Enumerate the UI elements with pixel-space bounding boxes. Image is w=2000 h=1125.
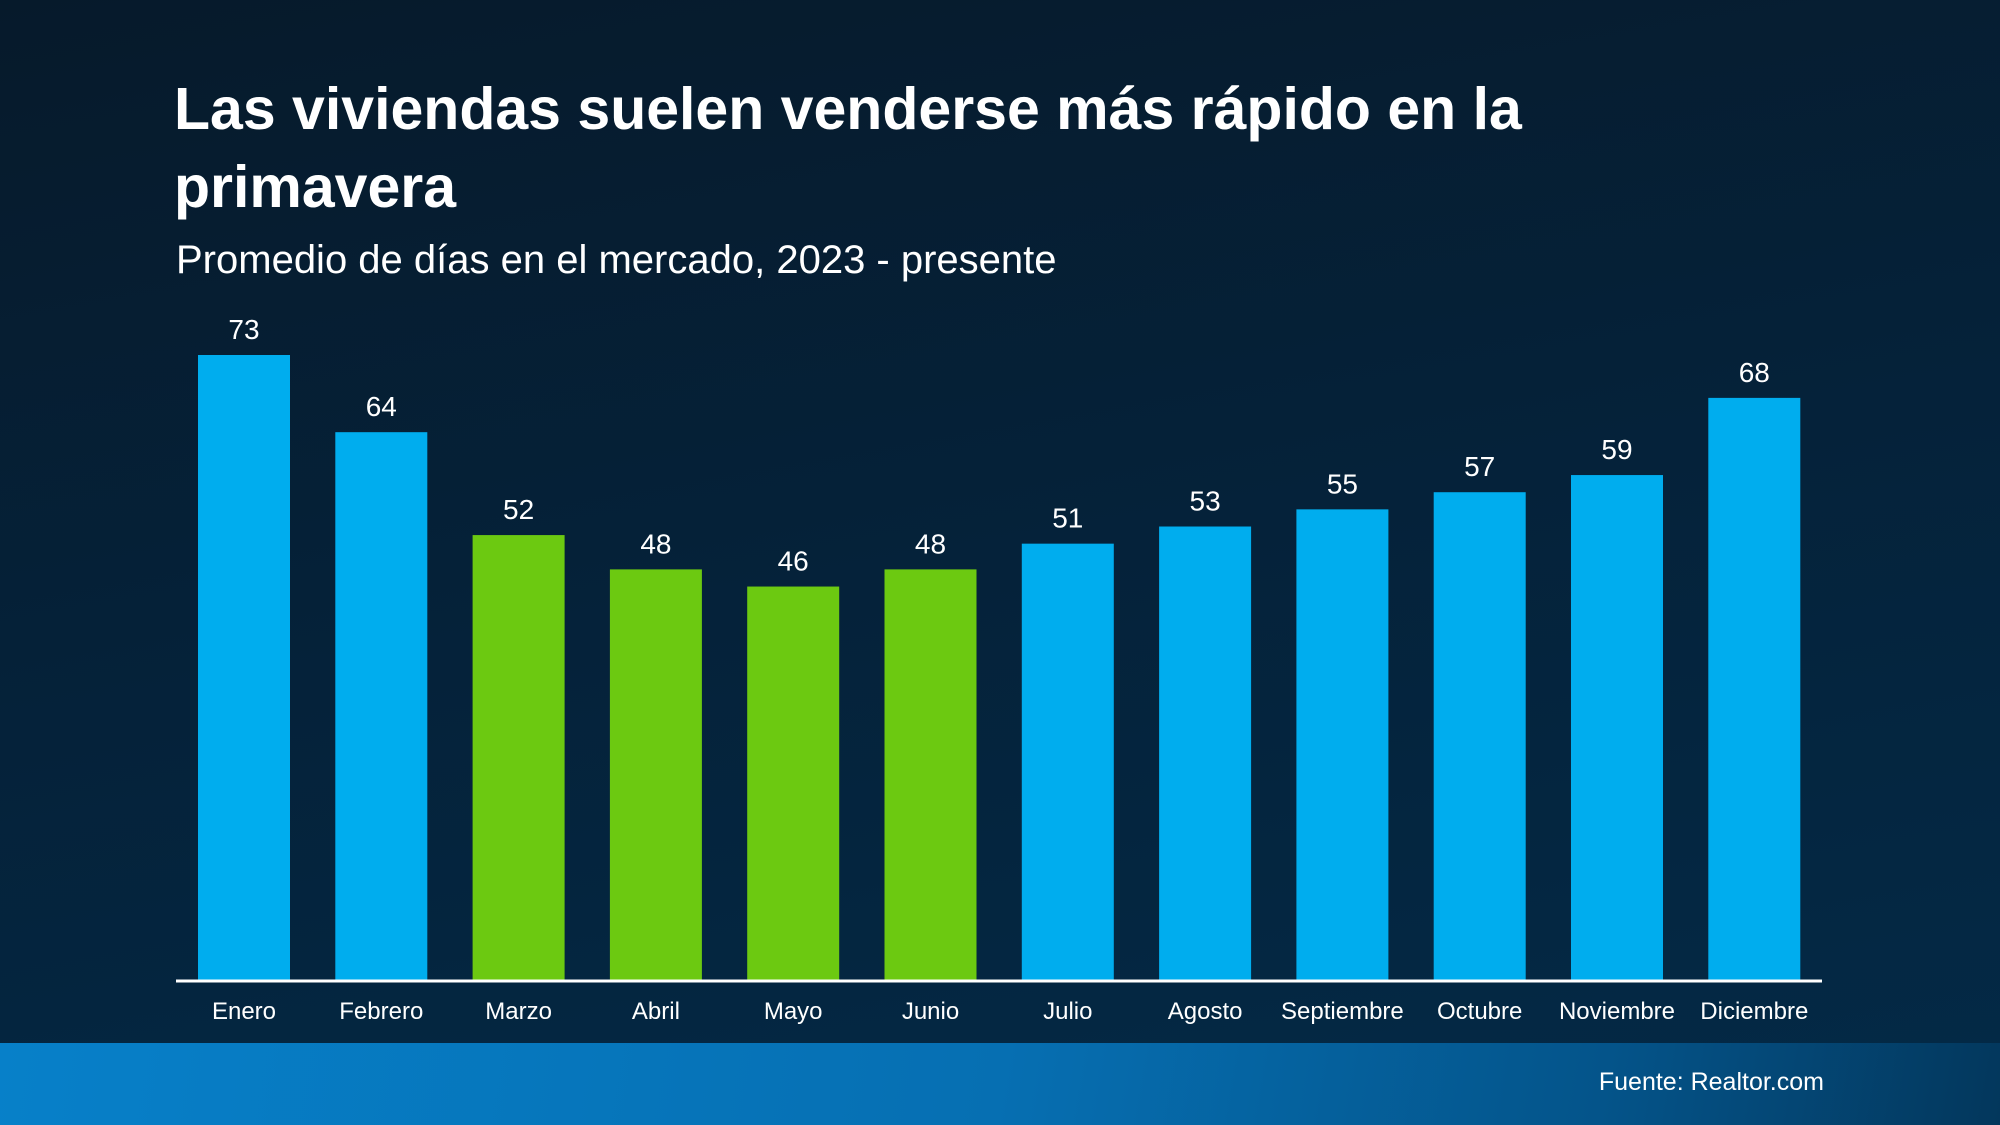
x-tick-label: Abril: [632, 998, 680, 1025]
x-tick-label: Febrero: [339, 998, 423, 1025]
data-label: 68: [1739, 357, 1770, 388]
chart-subtitle: Promedio de días en el mercado, 2023 - p…: [176, 238, 1057, 282]
x-tick-label: Octubre: [1437, 998, 1522, 1025]
footer-bar: Fuente: Realtor.com: [0, 1043, 2000, 1125]
bar-septiembre: [1296, 509, 1389, 981]
bar-enero: [198, 355, 290, 981]
data-label: 51: [1052, 503, 1083, 534]
bar-chart: 73 Enero 64 Febrero 52 Marzo 48 Abril 46 Mayo 48 Ju…: [198, 314, 1808, 1025]
data-label: 55: [1327, 468, 1358, 499]
source-note: Fuente: Realtor.com: [1598, 1068, 1824, 1096]
data-label: 59: [1601, 434, 1632, 465]
x-tick-label: Enero: [212, 998, 276, 1025]
data-label: 48: [915, 528, 946, 559]
x-tick-label: Noviembre: [1559, 998, 1675, 1025]
bar-octubre: [1433, 492, 1526, 981]
bar-julio: [1021, 543, 1114, 981]
x-tick-label: Marzo: [485, 998, 552, 1025]
bar-noviembre: [1571, 475, 1663, 981]
bar-abril: [609, 569, 702, 981]
data-label: 73: [228, 314, 259, 345]
bar-febrero: [335, 432, 428, 981]
x-tick-label: Junio: [902, 998, 959, 1025]
x-tick-label: Mayo: [764, 998, 823, 1025]
bar-marzo: [472, 535, 565, 981]
data-label: 53: [1190, 486, 1221, 517]
data-label: 48: [640, 528, 671, 559]
bar-diciembre: [1708, 397, 1801, 981]
x-tick-label: Julio: [1043, 998, 1092, 1025]
x-tick-label: Septiembre: [1281, 998, 1404, 1025]
x-tick-label: Diciembre: [1700, 998, 1808, 1025]
data-label: 52: [503, 494, 534, 525]
bar-junio: [884, 569, 977, 981]
data-label: 46: [778, 546, 809, 577]
bar-agosto: [1159, 526, 1252, 981]
data-label: 64: [366, 391, 397, 422]
bar-mayo: [747, 586, 840, 981]
chart-title: Las viviendas suelen venderse más rápido…: [174, 76, 1522, 220]
data-label: 57: [1464, 451, 1495, 482]
x-tick-label: Agosto: [1168, 998, 1243, 1025]
